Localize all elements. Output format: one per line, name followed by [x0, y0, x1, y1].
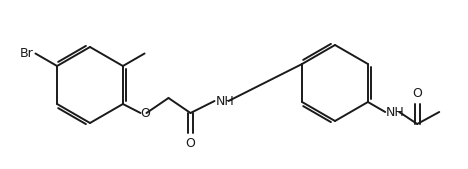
Text: NH: NH: [386, 105, 405, 118]
Text: O: O: [412, 87, 422, 100]
Text: Br: Br: [20, 47, 33, 60]
Text: O: O: [185, 137, 196, 150]
Text: NH: NH: [215, 94, 234, 107]
Text: O: O: [140, 106, 150, 119]
